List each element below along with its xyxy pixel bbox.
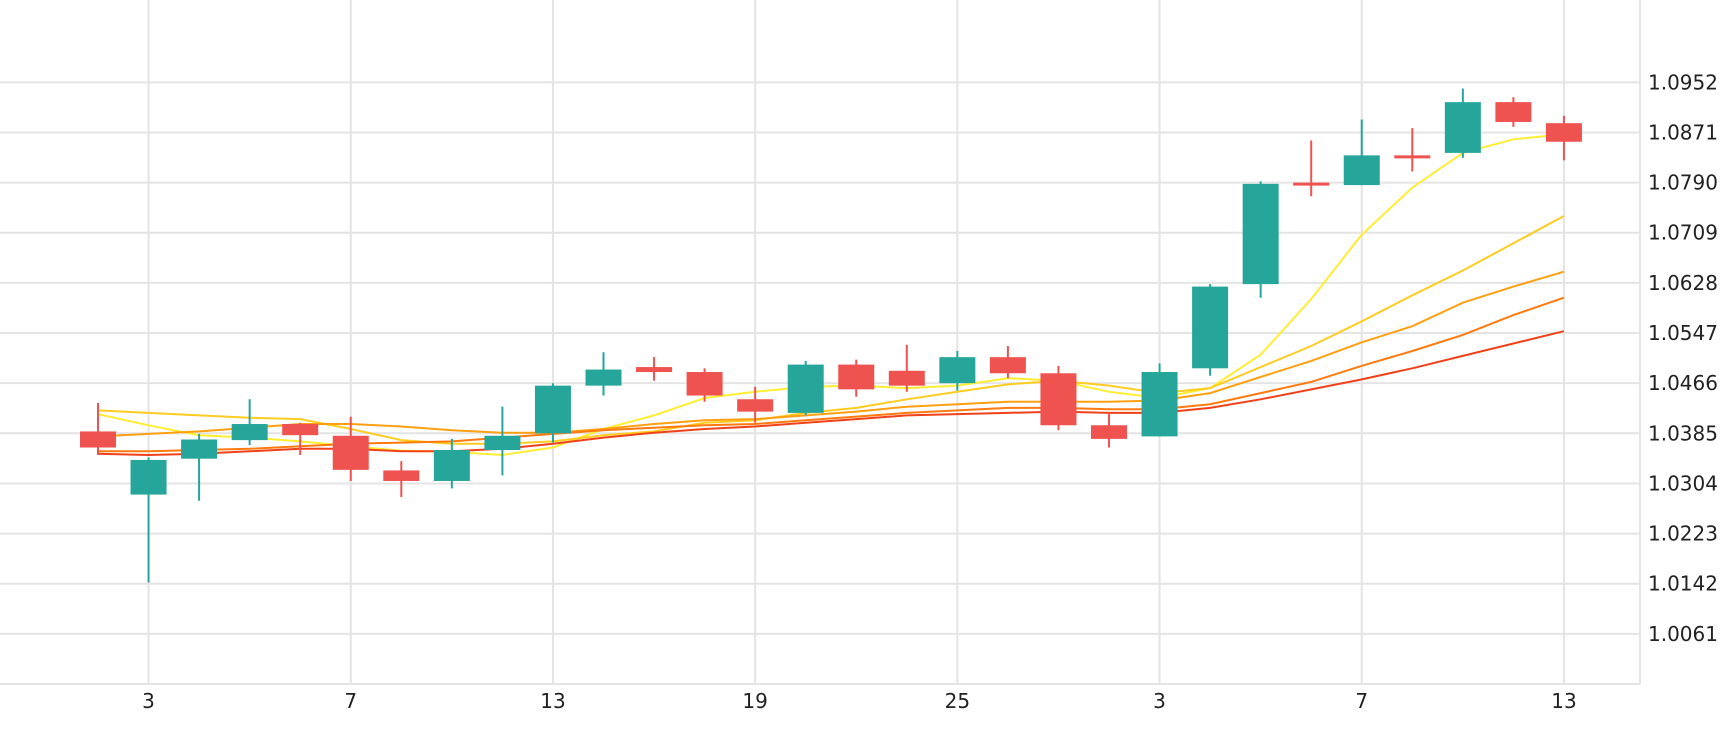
candle <box>1091 414 1127 448</box>
candle <box>1495 97 1532 127</box>
candle-body <box>787 364 824 413</box>
candle-body <box>1192 286 1229 369</box>
y-tick-label: 1.0142 <box>1648 572 1718 596</box>
moving-average-line <box>97 270 1565 438</box>
candle-body <box>838 364 875 390</box>
candle-body <box>231 424 268 441</box>
candle-body <box>686 372 723 396</box>
y-tick-label: 1.0385 <box>1648 421 1718 445</box>
candle <box>1192 284 1229 376</box>
candle-body <box>1394 155 1431 159</box>
candle <box>636 357 673 381</box>
candle-body <box>888 370 925 386</box>
candle <box>1040 365 1077 431</box>
y-tick-label: 1.0223 <box>1648 522 1718 546</box>
x-tick-label: 13 <box>540 689 565 713</box>
candle-body <box>181 439 218 459</box>
candle-body <box>989 357 1026 374</box>
candle-body <box>433 450 470 481</box>
candle <box>989 346 1026 379</box>
candle-body <box>332 435 369 470</box>
y-tick-label: 1.0952 <box>1648 70 1718 94</box>
candle <box>1394 128 1431 172</box>
candle <box>332 416 369 481</box>
y-tick-label: 1.0871 <box>1648 120 1718 144</box>
candle <box>686 368 723 402</box>
candle-body <box>1141 372 1178 437</box>
candle-body <box>1040 373 1077 426</box>
candle <box>383 461 420 498</box>
candle <box>433 438 470 489</box>
candle <box>80 402 116 455</box>
candle <box>130 457 167 583</box>
candle-body <box>534 385 571 434</box>
x-tick-label: 3 <box>1153 689 1166 713</box>
y-tick-label: 1.0466 <box>1648 371 1718 395</box>
candle-body <box>80 431 116 448</box>
candle-body <box>1495 102 1532 122</box>
y-tick-label: 1.0061 <box>1648 622 1718 646</box>
candle-body <box>939 357 976 384</box>
grid <box>0 0 1641 685</box>
y-tick-label: 1.0790 <box>1648 171 1718 195</box>
y-tick-label: 1.0304 <box>1648 471 1718 495</box>
candle <box>1444 88 1481 158</box>
candle-body <box>585 369 622 386</box>
y-tick-label: 1.0628 <box>1648 271 1718 295</box>
candle <box>737 386 774 423</box>
candle <box>484 406 521 476</box>
candle-body <box>282 424 319 436</box>
candle <box>939 350 976 391</box>
x-axis: 3 7 13 19 25 3 7 13 <box>142 689 1576 713</box>
y-tick-label: 1.0547 <box>1648 321 1718 345</box>
candle-body <box>737 399 774 412</box>
candle <box>787 360 824 416</box>
candle <box>534 383 571 443</box>
candle <box>282 422 319 455</box>
x-tick-label: 3 <box>142 689 155 713</box>
candle-body <box>130 459 167 495</box>
candle-body <box>1242 183 1279 285</box>
candle-body <box>1343 155 1380 186</box>
moving-average-line <box>97 215 1565 445</box>
candle-body <box>1091 425 1127 439</box>
candle-body <box>1545 123 1582 142</box>
candle <box>1242 181 1279 298</box>
candle-body <box>484 435 521 451</box>
candle <box>181 433 218 501</box>
x-tick-label: 19 <box>742 689 767 713</box>
y-axis: 1.0061 1.0142 1.0223 1.0304 1.0385 1.0466 1.05… <box>1648 70 1718 646</box>
candle <box>231 399 268 446</box>
y-tick-label: 1.0709 <box>1648 221 1718 245</box>
candle <box>1293 140 1330 197</box>
candle <box>888 344 925 392</box>
candle <box>585 352 622 396</box>
x-tick-label: 25 <box>945 689 970 713</box>
candle-body <box>383 470 420 481</box>
candle <box>1141 363 1178 437</box>
candle <box>838 359 875 397</box>
x-tick-label: 7 <box>344 689 357 713</box>
candle <box>1343 119 1380 186</box>
candle-body <box>636 367 673 373</box>
x-tick-label: 7 <box>1355 689 1368 713</box>
candle <box>1545 115 1582 161</box>
candles <box>80 88 1582 583</box>
candle-body <box>1444 102 1481 153</box>
candle-body <box>1293 182 1330 186</box>
x-tick-label: 13 <box>1551 689 1576 713</box>
